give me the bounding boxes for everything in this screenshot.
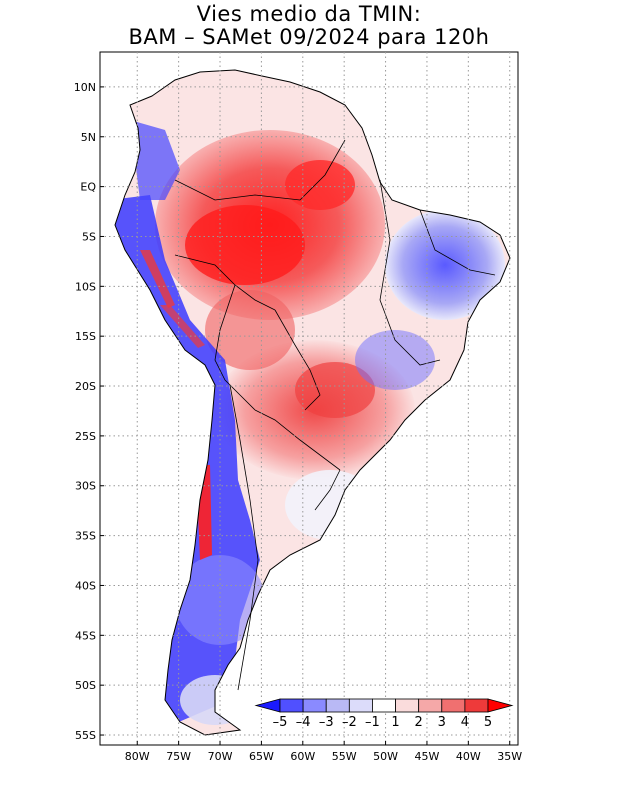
lat-label: EQ [80, 181, 96, 194]
colorbar-label: –1 [365, 715, 380, 730]
axis-labels: 10N 5N EQ 5S 10S 15S 20S 25S 30S 35S 40S 45S 50S 55S 8… [74, 81, 523, 763]
lat-label: 25S [75, 430, 96, 443]
colorbar-label: –2 [342, 715, 357, 730]
colorbar-segment [441, 698, 466, 713]
colorbar-arrow-high [487, 698, 514, 713]
lon-label: 50W [373, 750, 398, 763]
colorbar-segment [302, 698, 327, 713]
colorbar-label: –4 [296, 715, 311, 730]
colorbar-label: –3 [319, 715, 334, 730]
lat-label: 5S [82, 230, 96, 243]
colorbar-segment [395, 698, 420, 713]
lon-label: 45W [415, 750, 440, 763]
lat-label: 10S [75, 280, 96, 293]
colorbar-segment [464, 698, 489, 713]
colorbar-segment [372, 698, 396, 713]
lat-label: 45S [75, 629, 96, 642]
colorbar-segment [279, 698, 304, 713]
colorbar-label: 3 [438, 715, 446, 730]
lat-label: 35S [75, 530, 96, 543]
colorbar: –5 –4 –3 –2 –1 1 2 3 4 5 [254, 698, 514, 730]
lat-label: 15S [75, 330, 96, 343]
colorbar-segment [348, 698, 373, 713]
lon-label: 60W [290, 750, 315, 763]
lon-label: 40W [456, 750, 481, 763]
colorbar-label: 5 [484, 715, 492, 730]
lon-label: 80W [125, 750, 150, 763]
lon-label: 55W [332, 750, 357, 763]
colorbar-label: 4 [461, 715, 469, 730]
colorbar-segment [418, 698, 443, 713]
lat-label: 10N [74, 81, 96, 94]
lon-label: 35W [497, 750, 522, 763]
map-title-line-2: BAM – SAMet 09/2024 para 120h [128, 25, 490, 49]
colorbar-label: 2 [415, 715, 423, 730]
lat-label: 55S [75, 729, 96, 742]
country-borders [174, 139, 496, 691]
colorbar-label: 1 [391, 715, 399, 730]
lon-label: 65W [249, 750, 274, 763]
map-gridlines [100, 52, 518, 745]
lon-label: 75W [166, 750, 191, 763]
lat-label: 20S [75, 380, 96, 393]
colorbar-segment [325, 698, 350, 713]
lat-label: 50S [75, 679, 96, 692]
colorbar-label: –5 [273, 715, 288, 730]
map-title-line-1: Vies medio da TMIN: [196, 2, 422, 26]
lat-label: 5N [81, 131, 96, 144]
lat-label: 40S [75, 579, 96, 592]
lon-label: 70W [208, 750, 233, 763]
lat-label: 30S [75, 480, 96, 493]
